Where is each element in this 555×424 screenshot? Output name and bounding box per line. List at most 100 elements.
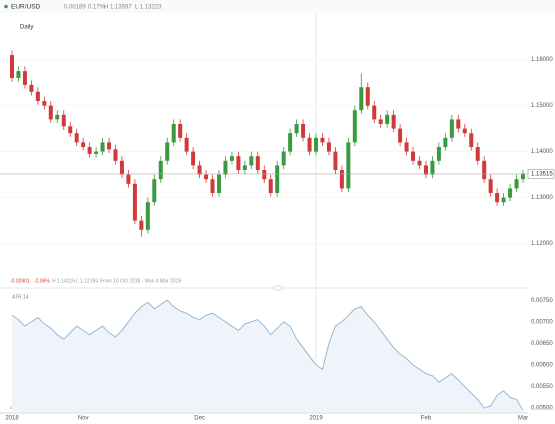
candle-body <box>107 142 112 150</box>
candle-body <box>320 137 325 143</box>
candle-body <box>307 137 312 152</box>
candle-body <box>100 142 105 152</box>
candle-body <box>16 71 21 79</box>
candle-body <box>42 101 47 106</box>
candle-body <box>94 151 99 154</box>
candle-body <box>333 151 338 171</box>
line <box>11 299 524 411</box>
candle-body <box>404 142 409 152</box>
candle-body <box>352 110 357 143</box>
candle-body <box>288 133 293 152</box>
candle-body <box>378 119 383 125</box>
candle-body <box>229 156 234 161</box>
candle-body <box>61 114 66 127</box>
range-change: -0.02401 <box>10 278 30 284</box>
session-high: H 1.13597 <box>104 5 132 11</box>
candle-body <box>495 193 500 203</box>
candle-body <box>423 165 428 175</box>
last-price-label: 1.13515 <box>531 171 553 177</box>
y-tick-label: 1.15000 <box>531 103 553 109</box>
candle-body <box>191 151 196 166</box>
y-tick-label: 1.12000 <box>531 241 553 247</box>
y-tick-label: 0.00600 <box>531 363 553 369</box>
x-tick-label: 2019 <box>309 416 323 422</box>
x-tick-label: Feb <box>421 416 432 422</box>
candle-body <box>301 124 306 138</box>
candle-body <box>514 179 519 189</box>
candle-body <box>314 137 319 152</box>
candle-body <box>236 156 241 171</box>
top-bar <box>0 0 555 13</box>
resize-handle[interactable] <box>273 285 283 291</box>
x-tick-label: Nov <box>78 416 89 422</box>
candle-body <box>204 174 209 180</box>
y-tick-label: 0.00550 <box>531 384 553 390</box>
candle-body <box>81 142 86 148</box>
candle-body <box>456 119 461 129</box>
x-tick-label: Dec <box>194 416 205 422</box>
candle-body <box>68 126 73 134</box>
candle-body <box>346 142 351 189</box>
x-tick-label: 2018 <box>5 416 19 422</box>
candle-body <box>242 165 247 171</box>
y-tick-label: 1.14000 <box>531 149 553 155</box>
candle-body <box>359 87 364 111</box>
candle-body <box>29 84 34 92</box>
y-tick-label: 0.00500 <box>531 406 553 412</box>
candle-body <box>158 160 163 180</box>
candle-body <box>430 160 435 175</box>
y-tick-label: 0.00700 <box>531 319 553 325</box>
candle-body <box>210 179 215 194</box>
range-period: From 10 Oct 2018 - Mon 4 Mar 2019 <box>100 278 181 284</box>
session-low: L 1.13223 <box>135 5 162 11</box>
candle-body <box>520 173 526 180</box>
candle-body <box>216 174 221 194</box>
candle-body <box>391 114 396 129</box>
last-price-box <box>527 169 555 179</box>
change-pct: 0.17% <box>88 5 106 11</box>
line-area <box>12 300 523 412</box>
candle-body <box>262 170 267 180</box>
candle-body <box>132 183 137 221</box>
candle-body <box>462 128 467 134</box>
range-change-pct: -2.06% <box>34 278 50 284</box>
candle-body <box>197 165 202 175</box>
candle-body <box>113 149 118 161</box>
symbol[interactable]: EUR/USD <box>11 4 41 11</box>
indicator-label[interactable]: ATR 14 <box>12 294 29 300</box>
candle-body <box>74 133 79 143</box>
candle-body <box>171 124 176 143</box>
candle-body <box>294 124 299 134</box>
candle-body <box>449 119 454 138</box>
y-tick-label: 0.00650 <box>531 341 553 347</box>
candle-body <box>249 156 254 166</box>
candle-body <box>443 137 448 148</box>
status-dot <box>4 4 8 9</box>
candle-body <box>268 179 273 194</box>
candle-body <box>9 55 15 79</box>
candle-body <box>385 114 390 125</box>
candle-body <box>469 133 474 148</box>
candle-body <box>281 151 286 166</box>
change: 0.00189 <box>64 5 86 11</box>
candle-body <box>482 160 487 180</box>
y-tick-label: 1.13000 <box>531 195 553 201</box>
range-low: L 1.12184 <box>76 278 98 284</box>
y-tick-label: 1.16000 <box>531 57 553 63</box>
candle-body <box>22 71 27 85</box>
candle-body <box>326 142 331 152</box>
x-tick-label: Mar <box>518 416 528 422</box>
candle-body <box>417 160 422 166</box>
candle-body <box>436 147 441 161</box>
candle-body <box>152 179 157 203</box>
candle-body <box>48 105 53 120</box>
interval[interactable]: Daily <box>20 25 33 31</box>
candle-body <box>508 188 513 198</box>
candle-body <box>275 165 280 194</box>
candle-body <box>126 174 131 184</box>
y-tick-label: 0.00750 <box>531 298 553 304</box>
range-high: H 1.14215 <box>52 278 75 284</box>
candle-body <box>501 197 506 203</box>
candle-body <box>165 142 170 161</box>
